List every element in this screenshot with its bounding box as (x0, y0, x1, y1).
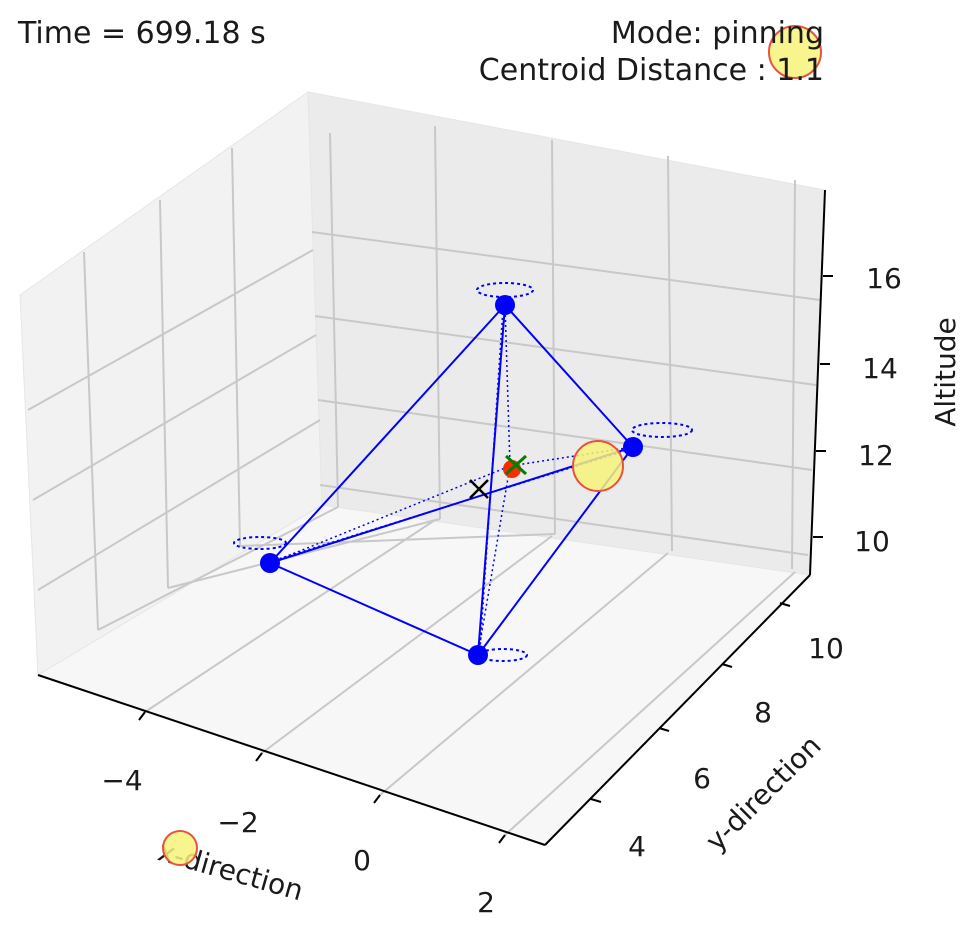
y-tick-labels: 4 6 8 10 (628, 632, 844, 863)
y-tick-label: 4 (628, 830, 646, 863)
agent-point (260, 553, 280, 573)
z-tick-labels: 10 12 14 16 (854, 262, 902, 558)
centroid-x-marker (469, 479, 489, 499)
x-axis-line (37, 674, 546, 846)
mode-label: Mode: pinning (610, 16, 824, 51)
grid-lines (27, 125, 821, 836)
back-pane (307, 91, 826, 576)
obstacle-marker (768, 25, 822, 79)
y-tick-label: 10 (808, 632, 844, 665)
agent-trails (233, 282, 693, 662)
target-x-marker (504, 454, 528, 476)
y-tick-label: 6 (693, 762, 711, 795)
agent-point (468, 645, 488, 665)
agent-point (623, 437, 643, 457)
y-axis-line (544, 574, 811, 846)
axis-lines (37, 189, 826, 846)
z-tick-label: 16 (866, 262, 902, 295)
z-tick-label: 12 (858, 439, 894, 472)
agent-point (495, 295, 515, 315)
centroid-distance-label: Centroid Distance : 1.1 (478, 53, 824, 88)
time-label: Time = 699.18 s (18, 16, 266, 51)
x-tick-label: −2 (217, 806, 258, 839)
agents (260, 295, 643, 665)
axis-ticks (138, 275, 833, 844)
z-axis-label: Altitude (929, 317, 962, 426)
x-tick-label: −4 (101, 764, 142, 797)
z-tick-label: 14 (862, 352, 898, 385)
x-tick-labels: −4 −2 0 2 (101, 764, 495, 919)
x-tick-label: 0 (353, 844, 371, 877)
z-tick-label: 10 (854, 525, 890, 558)
z-axis-line (809, 189, 826, 576)
y-tick-label: 8 (754, 696, 772, 729)
obstacle-marker (572, 440, 624, 492)
x-tick-label: 2 (477, 886, 495, 919)
obstacle-marker (162, 830, 198, 866)
y-axis-label: y-direction (699, 729, 828, 858)
